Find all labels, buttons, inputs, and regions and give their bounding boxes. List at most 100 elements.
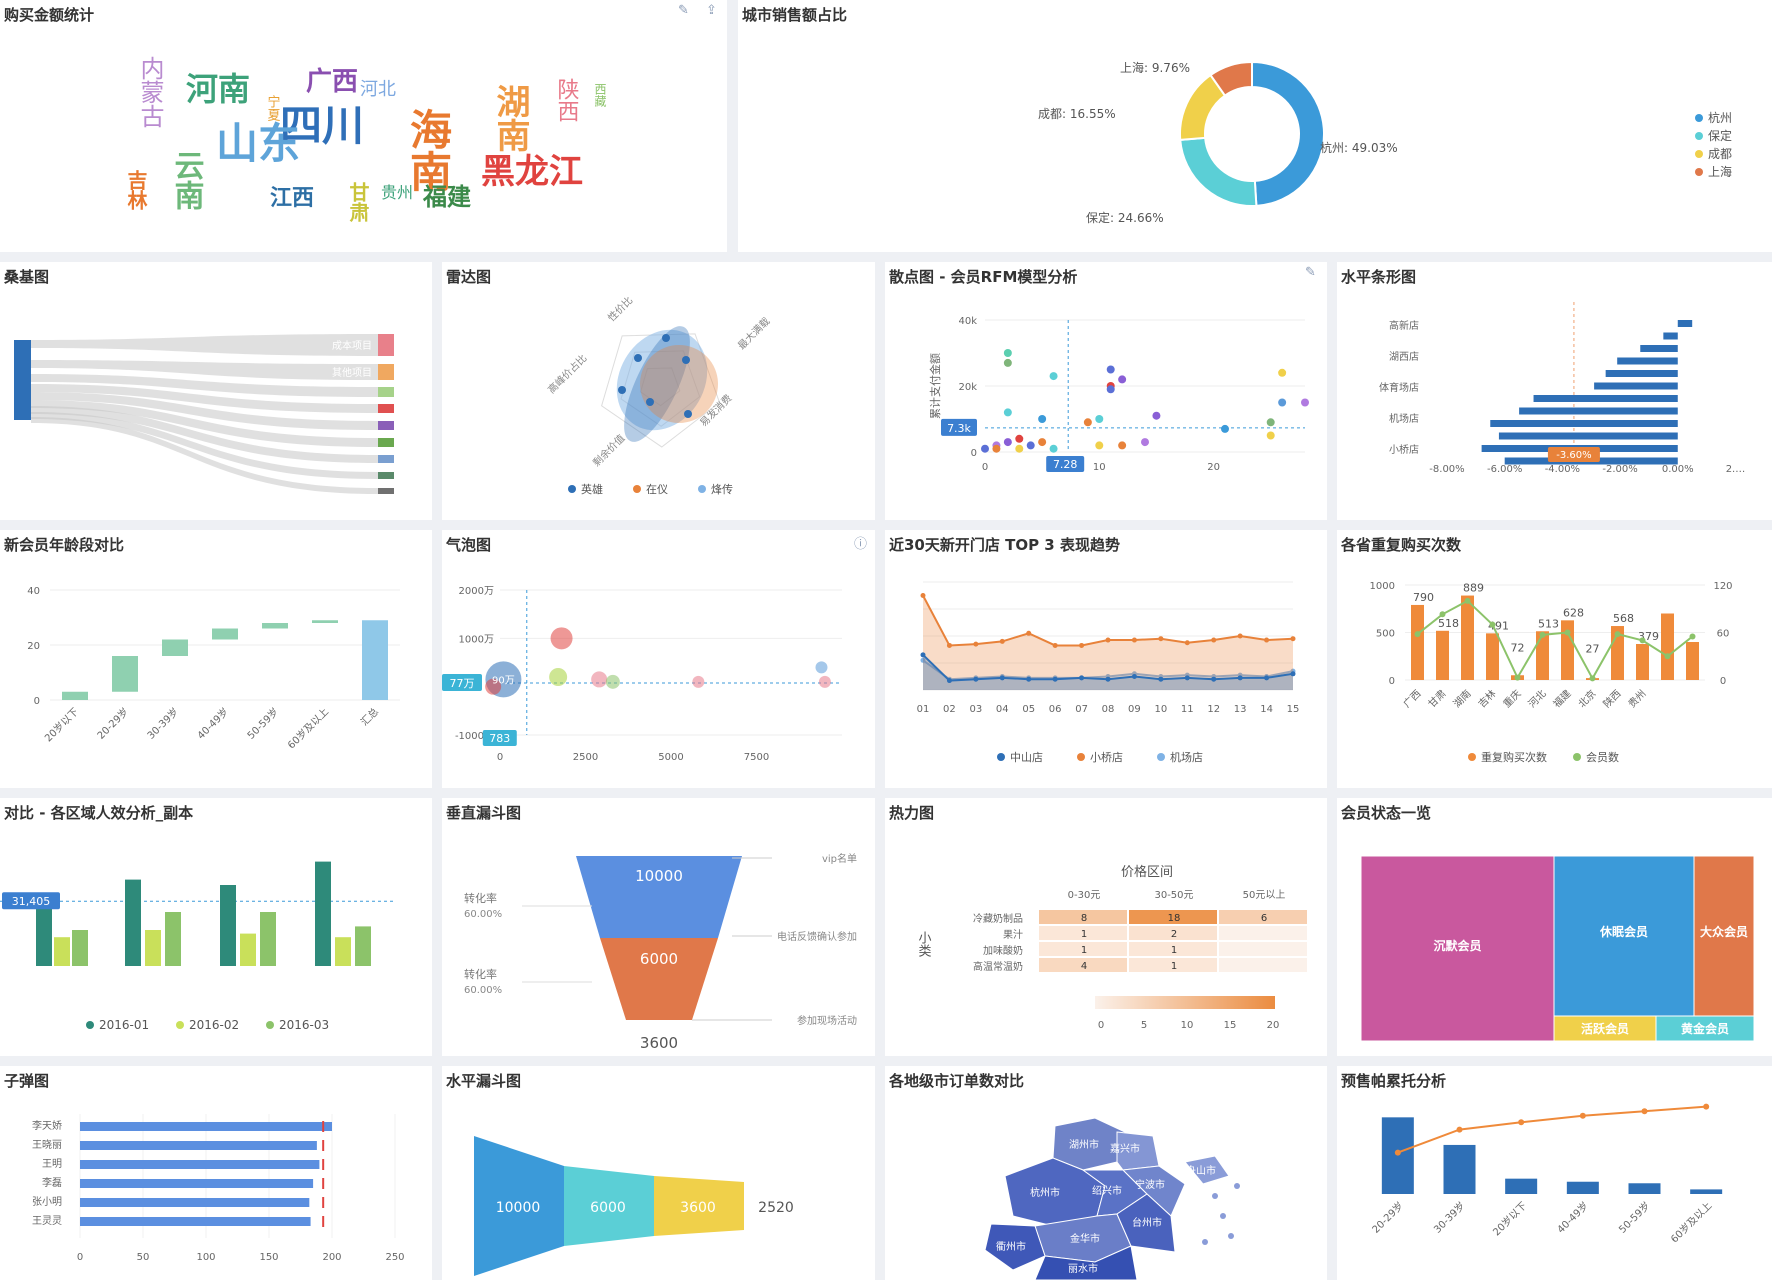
- pencil-icon[interactable]: ✎: [1305, 265, 1316, 280]
- hbar-bar: [1519, 407, 1678, 415]
- hfunnel-value: 6000: [590, 1200, 626, 1216]
- bullet-bar: [80, 1160, 320, 1169]
- scatter-point: [1301, 398, 1309, 407]
- group-bar: [125, 879, 141, 966]
- combo-bar: [1561, 620, 1574, 680]
- donut-slice-杭州: [1251, 60, 1325, 207]
- pareto-line: [1397, 1105, 1707, 1154]
- panel-trend: 近30天新开门店 TOP 3 表现趋势 01 02 03 04 05 06 07 08 09 10…: [885, 530, 1327, 788]
- legend-swatch: [1157, 753, 1165, 761]
- y-tick-label: 张小明: [32, 1196, 62, 1208]
- hfunnel-value: 2520: [758, 1200, 794, 1216]
- legend-item-重复购买次数: 重复购买次数: [1481, 750, 1547, 764]
- y-tick-label: 李天娇: [32, 1119, 62, 1132]
- x-tick-label: 20-29岁: [94, 705, 131, 742]
- hfunnel-stage-1: [474, 1136, 564, 1276]
- hbar-bar: [1533, 395, 1678, 402]
- treemap-tile-黄金会员: [1655, 1015, 1755, 1042]
- combo-line-point: [1489, 621, 1496, 628]
- line-point: [1026, 676, 1032, 682]
- sankey-link: [31, 334, 378, 356]
- help-icon[interactable]: ⓘ: [854, 537, 868, 552]
- legend-item-烽传: 烽传: [711, 483, 733, 496]
- heatmap-cell: [1129, 942, 1217, 956]
- scatter-point: [1106, 365, 1115, 374]
- radar-point: [662, 334, 670, 342]
- x-tick-label: 07: [1075, 704, 1088, 715]
- map-region-label: 舟山市: [1186, 1164, 1216, 1177]
- sankey-link: [31, 400, 378, 447]
- combo-bar: [1486, 633, 1499, 680]
- pareto-bar: [1381, 1117, 1414, 1194]
- heatmap-cell-label: 1: [1171, 961, 1177, 972]
- panel-title: 气泡图: [446, 536, 492, 554]
- hbar-chart: -8.00% -6.00% -4.00% -2.00% 0.00% 2.… 高新店湖西店体育…: [1379, 302, 1745, 475]
- group-bar: [220, 885, 236, 966]
- panel-groupbar: 对比 - 各区域人效分析_副本 31,405 2016-01 2016-02 2016…: [0, 798, 432, 1056]
- word-5: 黑龙江: [481, 152, 583, 192]
- scatter-point: [1038, 415, 1047, 423]
- line-point: [920, 657, 926, 663]
- y-tick-label-left: 500: [1376, 629, 1395, 640]
- hbar-bar: [1677, 320, 1693, 327]
- x-tick-label: 北京: [1575, 687, 1598, 710]
- scatter-point: [1015, 444, 1024, 453]
- map-region-丽水市: [1034, 1245, 1138, 1280]
- x-tick-label: 08: [1102, 704, 1115, 715]
- row-label: 加味酸奶: [983, 944, 1023, 957]
- groupbar-chart: 31,405 2016-01 2016-02 2016-03: [0, 861, 395, 1032]
- y-axis-title: 小类: [916, 931, 932, 957]
- panel-map: 各地级市订单数对比 湖州市 嘉兴市 杭州市 绍兴市 宁波市 舟山市 金华市 台州市 衢州市 丽水市: [885, 1066, 1327, 1280]
- bubble: [550, 627, 573, 650]
- bubble: [818, 675, 831, 688]
- waterfall-bar: [262, 623, 288, 629]
- hbar-bar: [1605, 370, 1678, 377]
- scatter-point: [1266, 431, 1275, 440]
- x-tick-label: 12: [1207, 704, 1220, 715]
- panel-title: 垂直漏斗图: [446, 804, 522, 822]
- y-tick-label: 王灵灵: [32, 1215, 62, 1227]
- x-tick-label: 04: [996, 704, 1009, 715]
- panel-radar: 雷达图 性价比 最大满载 易发消费 剩余价值 高峰价占比 英雄 在仪 烽传: [442, 262, 875, 520]
- pareto-point: [1641, 1108, 1648, 1115]
- line-point: [946, 642, 952, 648]
- hfunnel-value: 10000: [496, 1200, 541, 1216]
- combo-line-point: [1614, 631, 1621, 638]
- word-9: 江西: [270, 186, 314, 211]
- rate-label: 转化率: [464, 891, 497, 905]
- donut-label: 杭州: 49.03%: [1320, 140, 1398, 155]
- panel-combo: 各省重复购买次数 1000 120 500 60 0 0 790 广西 518 甘肃 889 湖南 49…: [1337, 530, 1772, 788]
- x-tick-label: 福建: [1550, 687, 1573, 710]
- treemap-label: 黄金会员: [1681, 1021, 1729, 1036]
- hbar-bar: [1617, 357, 1678, 365]
- y-tick-label: 小桥店: [1389, 443, 1419, 456]
- x-tick-label: 50-59岁: [244, 705, 281, 742]
- waterfall-bar: [62, 691, 88, 700]
- x-tick-label: 汇总: [358, 705, 381, 728]
- group-bar: [260, 912, 276, 966]
- waterfall-chart: 0 20 40 20岁以下 20-29岁 30-39岁 40-49岁 50-59岁 60岁及以上…: [27, 586, 400, 751]
- pencil-icon[interactable]: ✎: [678, 3, 689, 18]
- x-tick-label: 10: [1154, 704, 1167, 715]
- sankey-target-node: [378, 404, 394, 413]
- x-tick-label: 13: [1234, 704, 1247, 715]
- pareto-bar: [1443, 1144, 1476, 1194]
- bullet-bar: [80, 1217, 311, 1226]
- x-tick-label: 20: [1207, 462, 1220, 473]
- y-tick-label: 0: [971, 448, 977, 459]
- word-14: 甘肃: [346, 182, 370, 223]
- scatter-point: [1221, 424, 1229, 433]
- line-point: [973, 676, 979, 682]
- sankey-link: [31, 374, 378, 397]
- y-axis-label: 累计支付金额: [928, 353, 942, 419]
- donut-chart: 杭州: 49.03% 保定: 24.66% 成都: 16.55% 上海: 9.76% 杭…: [1038, 60, 1732, 225]
- row-label: 高温常温奶: [973, 960, 1023, 973]
- treemap-label: 沉默会员: [1433, 938, 1481, 953]
- export-icon[interactable]: ⇪: [706, 3, 717, 18]
- y-tick-label: 机场店: [1389, 412, 1419, 425]
- combo-bar: [1411, 604, 1424, 680]
- y-tick-label: 1000万: [459, 634, 494, 645]
- radar-axis-label: 剩余价值: [590, 432, 627, 469]
